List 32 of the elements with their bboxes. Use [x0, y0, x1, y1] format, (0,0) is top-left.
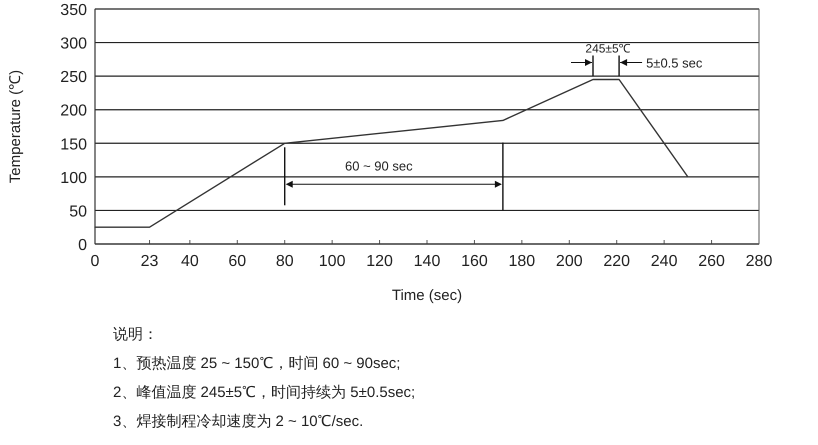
x-tick-label: 0: [90, 253, 100, 270]
annotation: 245±5℃: [585, 42, 631, 56]
y-tick-label: 50: [69, 203, 88, 220]
y-tick-label: 300: [60, 36, 88, 53]
y-tick-label: 250: [60, 69, 88, 86]
x-tick-label: 160: [461, 253, 488, 270]
text: 说明：: [113, 326, 158, 343]
text: 1、预热温度 25 ~ 150℃，时间 60 ~ 90sec;: [113, 355, 400, 372]
text: 3、焊接制程冷却速度为 2 ~ 10℃/sec.: [113, 413, 364, 430]
x-tick-label: 40: [180, 253, 199, 270]
annotation: 5±0.5 sec: [646, 56, 703, 70]
x-tick-label: 100: [318, 253, 346, 270]
x-tick-label: 220: [603, 253, 630, 270]
x-tick-label: 140: [414, 253, 440, 270]
x-tick-label: 280: [746, 253, 772, 270]
text: 2、峰值温度 245±5℃，时间持续为 5±0.5sec;: [113, 384, 416, 401]
y-tick-label: 200: [60, 102, 88, 120]
x-tick-label: 60: [228, 253, 246, 270]
y-axis-title: Temperature (℃): [7, 70, 24, 184]
x-tick-label: 23: [140, 253, 159, 270]
x-tick-label: 260: [698, 253, 726, 270]
y-tick-label: 100: [60, 170, 88, 187]
annotation: 60 ~ 90 sec: [345, 158, 414, 174]
x-tick-label: 80: [276, 253, 294, 270]
x-tick-label: 180: [508, 253, 536, 270]
y-tick-label: 0: [78, 237, 88, 254]
y-tick-label: 150: [60, 136, 88, 154]
y-tick-label: 350: [60, 2, 88, 19]
x-tick-label: 240: [650, 253, 678, 270]
x-tick-label: 200: [556, 253, 583, 270]
x-axis-title: Time (sec): [392, 287, 462, 304]
x-tick-label: 120: [366, 253, 394, 270]
